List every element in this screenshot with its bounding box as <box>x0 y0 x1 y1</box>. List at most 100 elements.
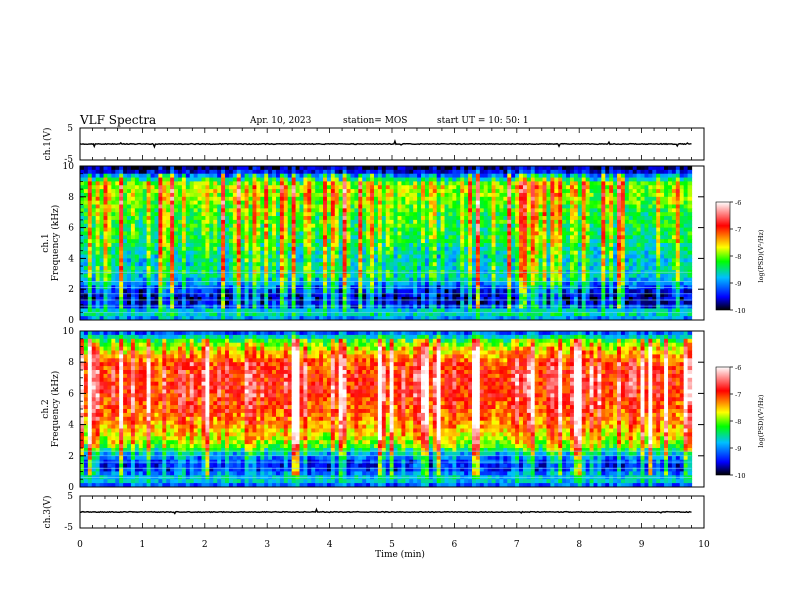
spectrogram-cell <box>236 258 242 263</box>
spectrogram-cell <box>201 300 207 306</box>
spectrogram-cell <box>225 231 230 236</box>
spectrogram-cell <box>432 312 438 317</box>
spectrogram-cell <box>130 273 136 279</box>
spectrogram-cell <box>162 246 167 252</box>
spectrogram-cell <box>522 243 528 248</box>
spectrogram-cell <box>319 246 324 252</box>
spectrogram-cell <box>162 239 167 244</box>
spectrogram-cell <box>279 243 285 248</box>
spectrogram-cell <box>444 181 450 186</box>
spectrogram-cell <box>503 208 508 213</box>
spectrogram-cell <box>138 185 144 190</box>
spectrogram-cell <box>330 300 336 306</box>
spectrogram-cell <box>421 308 426 313</box>
spectrogram-cell <box>272 231 277 236</box>
spectrogram-cell <box>417 166 422 171</box>
spectrogram-cell <box>91 273 97 279</box>
spectrogram-cell <box>346 185 352 190</box>
spectrogram-cell <box>385 208 391 213</box>
spectrogram-cell <box>166 204 171 209</box>
spectrogram-cell <box>91 312 97 317</box>
spectrogram-cell <box>342 262 348 267</box>
spectrogram-cell <box>554 239 559 244</box>
spectrogram-cell <box>542 300 548 306</box>
spectrogram-cell <box>228 316 234 320</box>
spectrogram-cell <box>91 289 97 294</box>
spectrogram-cell <box>542 231 548 236</box>
spectrogram-cell <box>377 296 383 302</box>
spectrogram-cell <box>95 281 101 286</box>
spectrogram-cell <box>377 166 383 171</box>
spectrogram-cell <box>507 192 512 198</box>
spectrogram-cell <box>472 300 477 306</box>
spectrogram-cell <box>299 246 305 252</box>
spectrogram-cell <box>311 223 316 229</box>
spectrogram-cell <box>511 246 516 252</box>
spectrogram-cell <box>228 312 234 317</box>
spectrogram-cell <box>358 258 363 263</box>
spectrogram-cell <box>146 239 152 244</box>
spectrogram-cell <box>342 219 348 225</box>
spectrogram-cell <box>522 300 528 306</box>
spectrogram-cell <box>130 281 136 286</box>
spectrogram-cell <box>119 262 124 267</box>
spectrogram-cell <box>515 185 520 190</box>
spectrogram-cell <box>170 277 175 283</box>
spectrogram-cell <box>440 231 446 236</box>
spectrogram-cell <box>213 266 218 271</box>
spectrogram-cell <box>385 192 391 198</box>
spectrogram-cell <box>178 181 183 186</box>
spectrogram-cell <box>205 243 210 248</box>
spectrogram-cell <box>240 304 246 310</box>
spectrogram-cell <box>201 312 207 317</box>
spectrogram-cell <box>189 300 195 306</box>
spectrogram-cell <box>130 266 136 271</box>
spectrogram-cell <box>323 250 328 256</box>
spectrogram-cell <box>440 296 446 302</box>
spectrogram-cell <box>456 250 461 256</box>
spectrogram-cell <box>456 212 461 217</box>
spectrogram-cell <box>417 169 422 175</box>
spectrogram-cell <box>107 289 112 294</box>
spectrogram-cell <box>240 281 246 286</box>
spectrogram-cell <box>279 185 285 190</box>
spectrogram-cell <box>503 204 508 209</box>
spectrogram-cell <box>260 273 265 279</box>
spectrogram-cell <box>181 208 187 213</box>
spectrogram-cell <box>142 250 148 256</box>
spectrogram-cell <box>530 239 536 244</box>
spectrogram-cell <box>178 200 183 206</box>
spectrogram-cell <box>358 219 363 225</box>
spectrogram-cell <box>213 166 218 171</box>
spectrogram-cell <box>232 258 238 263</box>
spectrogram-cell <box>436 185 442 190</box>
spectrogram-cell <box>538 308 544 313</box>
spectrogram-cell <box>295 200 301 206</box>
spectrogram-cell <box>385 204 391 209</box>
spectrogram-cell <box>87 308 93 313</box>
spectrogram-cell <box>80 239 85 244</box>
spectrogram-cell <box>323 189 328 194</box>
spectrogram-cell <box>530 189 536 194</box>
spectrogram-cell <box>283 204 289 209</box>
spectrogram-cell <box>225 316 230 320</box>
spectrogram-cell <box>315 304 320 310</box>
spectrogram-cell <box>197 258 203 263</box>
spectrogram-cell <box>511 300 516 306</box>
spectrogram-cell <box>319 216 324 221</box>
spectrogram-cell <box>499 173 504 179</box>
spectrogram-cell <box>232 281 238 286</box>
spectrogram-cell <box>303 200 308 206</box>
spectrogram-cell <box>522 219 528 225</box>
spectrogram-cell <box>511 216 516 221</box>
spectrogram-cell <box>87 185 93 190</box>
spectrogram-cell <box>287 216 293 221</box>
spectrogram-cell <box>460 185 465 190</box>
spectrogram-cell <box>464 181 469 186</box>
spectrogram-cell <box>362 219 367 225</box>
spectrogram-cell <box>146 227 152 233</box>
spectrogram-cell <box>374 316 379 320</box>
spectrogram-cell <box>370 300 375 306</box>
spectrogram-cell <box>181 304 187 310</box>
spectrogram-cell <box>389 181 395 186</box>
